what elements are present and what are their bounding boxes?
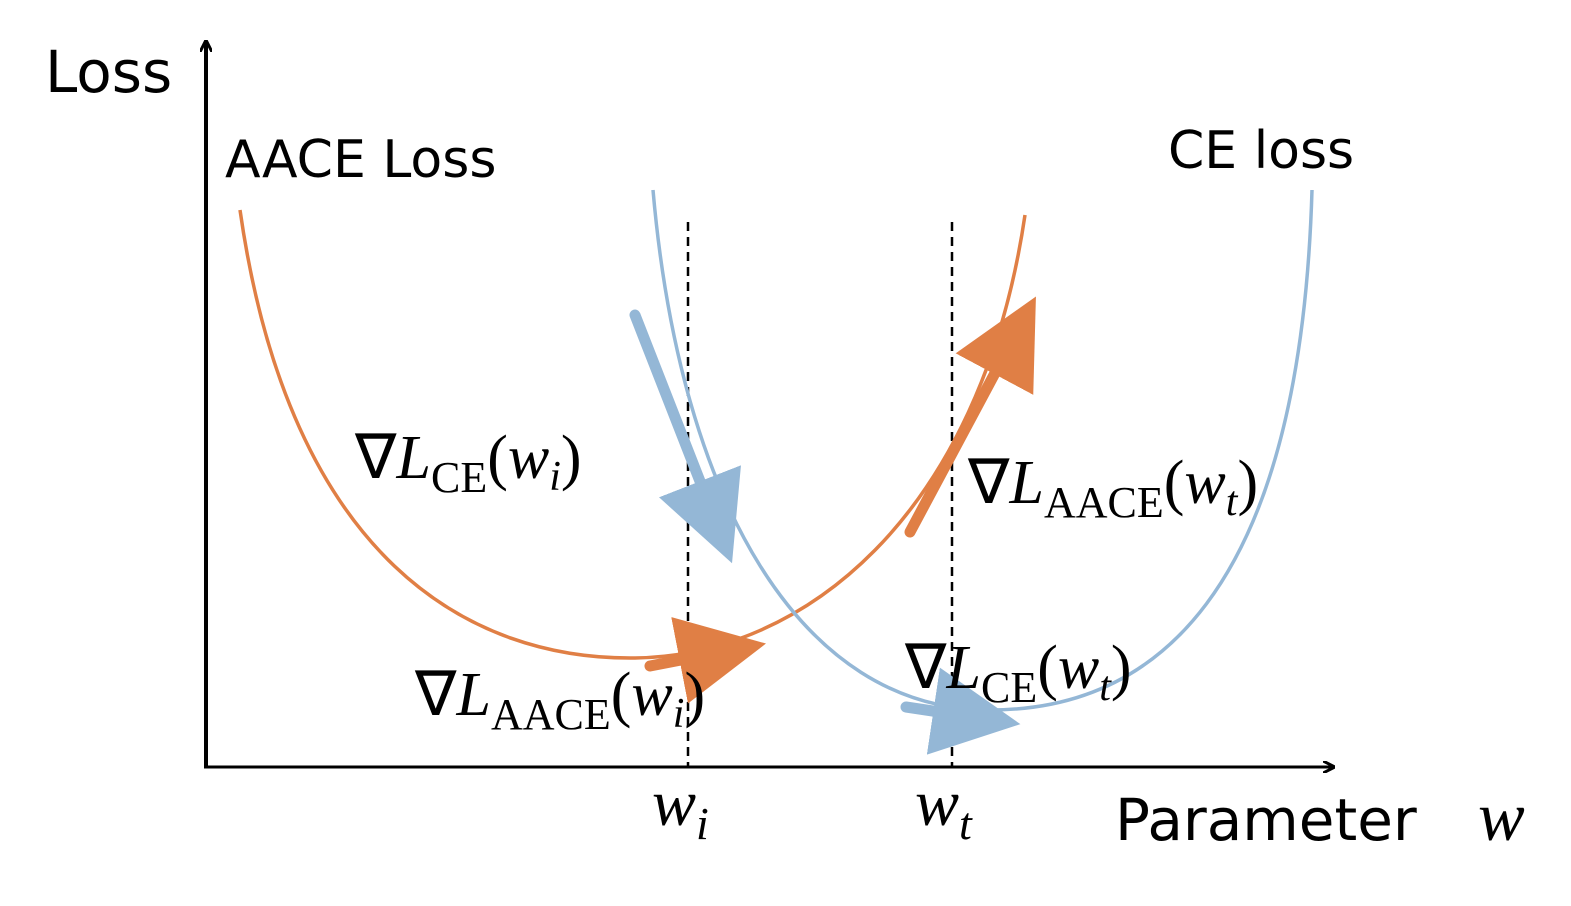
marker-subscript: t bbox=[959, 798, 973, 849]
variable-subscript: t bbox=[1226, 479, 1239, 525]
paren: ) bbox=[1237, 449, 1258, 517]
gradient-label: ∇LAACE(wi) bbox=[414, 661, 705, 739]
gradient-label: ∇LCE(wt) bbox=[904, 634, 1132, 712]
paren: ) bbox=[1111, 634, 1132, 702]
x-axis-symbol: w bbox=[1478, 779, 1525, 856]
variable-subscript: i bbox=[673, 691, 685, 737]
paren: ( bbox=[1037, 634, 1058, 702]
gradient-arrow bbox=[629, 309, 741, 564]
marker-variable: w bbox=[915, 767, 959, 840]
nabla: ∇ bbox=[414, 661, 457, 729]
subscript: CE bbox=[981, 663, 1037, 712]
variable: w bbox=[1184, 449, 1225, 517]
nabla: ∇ bbox=[354, 424, 397, 492]
symbol: L bbox=[395, 424, 430, 492]
gradient-arrow bbox=[904, 296, 1036, 538]
curve-label: CE loss bbox=[1168, 121, 1354, 181]
variable-subscript: t bbox=[1099, 664, 1112, 710]
symbol: L bbox=[1008, 449, 1043, 517]
gradient-arrow bbox=[644, 617, 766, 704]
nabla: ∇ bbox=[967, 449, 1010, 517]
marker-variable: w bbox=[652, 767, 696, 840]
subscript: CE bbox=[431, 453, 487, 502]
paren: ( bbox=[487, 424, 508, 492]
variable: w bbox=[1058, 634, 1099, 702]
x-axis-label: Parameter bbox=[1115, 786, 1417, 854]
gradient-label: ∇LCE(wi) bbox=[354, 424, 582, 502]
gradient-label: ∇LAACE(wt) bbox=[967, 449, 1258, 527]
marker-label: wi bbox=[652, 767, 709, 849]
symbol: L bbox=[455, 661, 490, 729]
marker-label: wt bbox=[915, 767, 973, 849]
gradient-arrow bbox=[900, 667, 1021, 755]
y-axis-label: Loss bbox=[45, 38, 172, 106]
variable-subscript: i bbox=[549, 454, 561, 500]
marker-subscript: i bbox=[696, 798, 709, 849]
subscript: AACE bbox=[491, 690, 611, 739]
subscript: AACE bbox=[1044, 478, 1164, 527]
variable: w bbox=[631, 661, 672, 729]
nabla: ∇ bbox=[904, 634, 947, 702]
paren: ( bbox=[1164, 449, 1185, 517]
variable: w bbox=[508, 424, 549, 492]
paren: ) bbox=[684, 661, 705, 729]
symbol: L bbox=[945, 634, 980, 702]
paren: ( bbox=[611, 661, 632, 729]
paren: ) bbox=[561, 424, 582, 492]
curve-label: AACE Loss bbox=[225, 130, 496, 190]
